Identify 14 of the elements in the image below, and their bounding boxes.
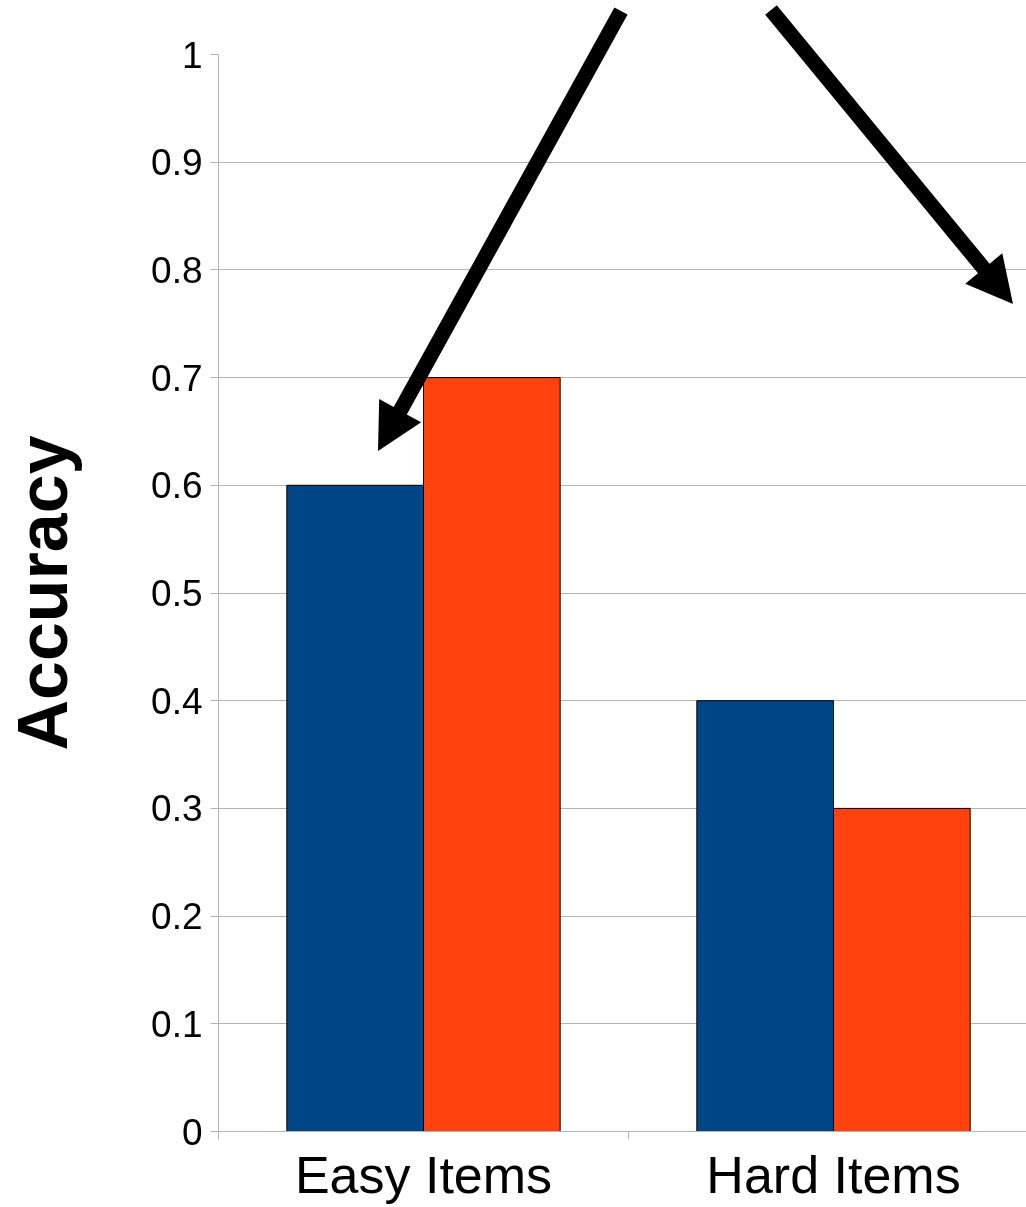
y-tick-label: 0.2 (151, 896, 203, 938)
y-tick-label: 0.6 (151, 465, 203, 507)
y-tick-label: 0 (181, 1111, 203, 1153)
y-tick-label: 0.4 (151, 680, 203, 722)
y-tick-label: 0.1 (151, 1003, 203, 1045)
y-tick-label: 0.5 (151, 573, 203, 614)
x-tick-label: Easy Items (294, 1145, 553, 1204)
y-tick-label: 1 (181, 34, 203, 76)
y-tick-label: 0.9 (151, 142, 203, 184)
x-tick-label: Hard Items (706, 1145, 961, 1204)
y-tick-label: 0.8 (151, 249, 203, 291)
y-axis-title: Accuracy (4, 435, 83, 751)
y-tick-label: 0.7 (151, 357, 203, 399)
y-tick-label: 0.3 (151, 788, 203, 830)
